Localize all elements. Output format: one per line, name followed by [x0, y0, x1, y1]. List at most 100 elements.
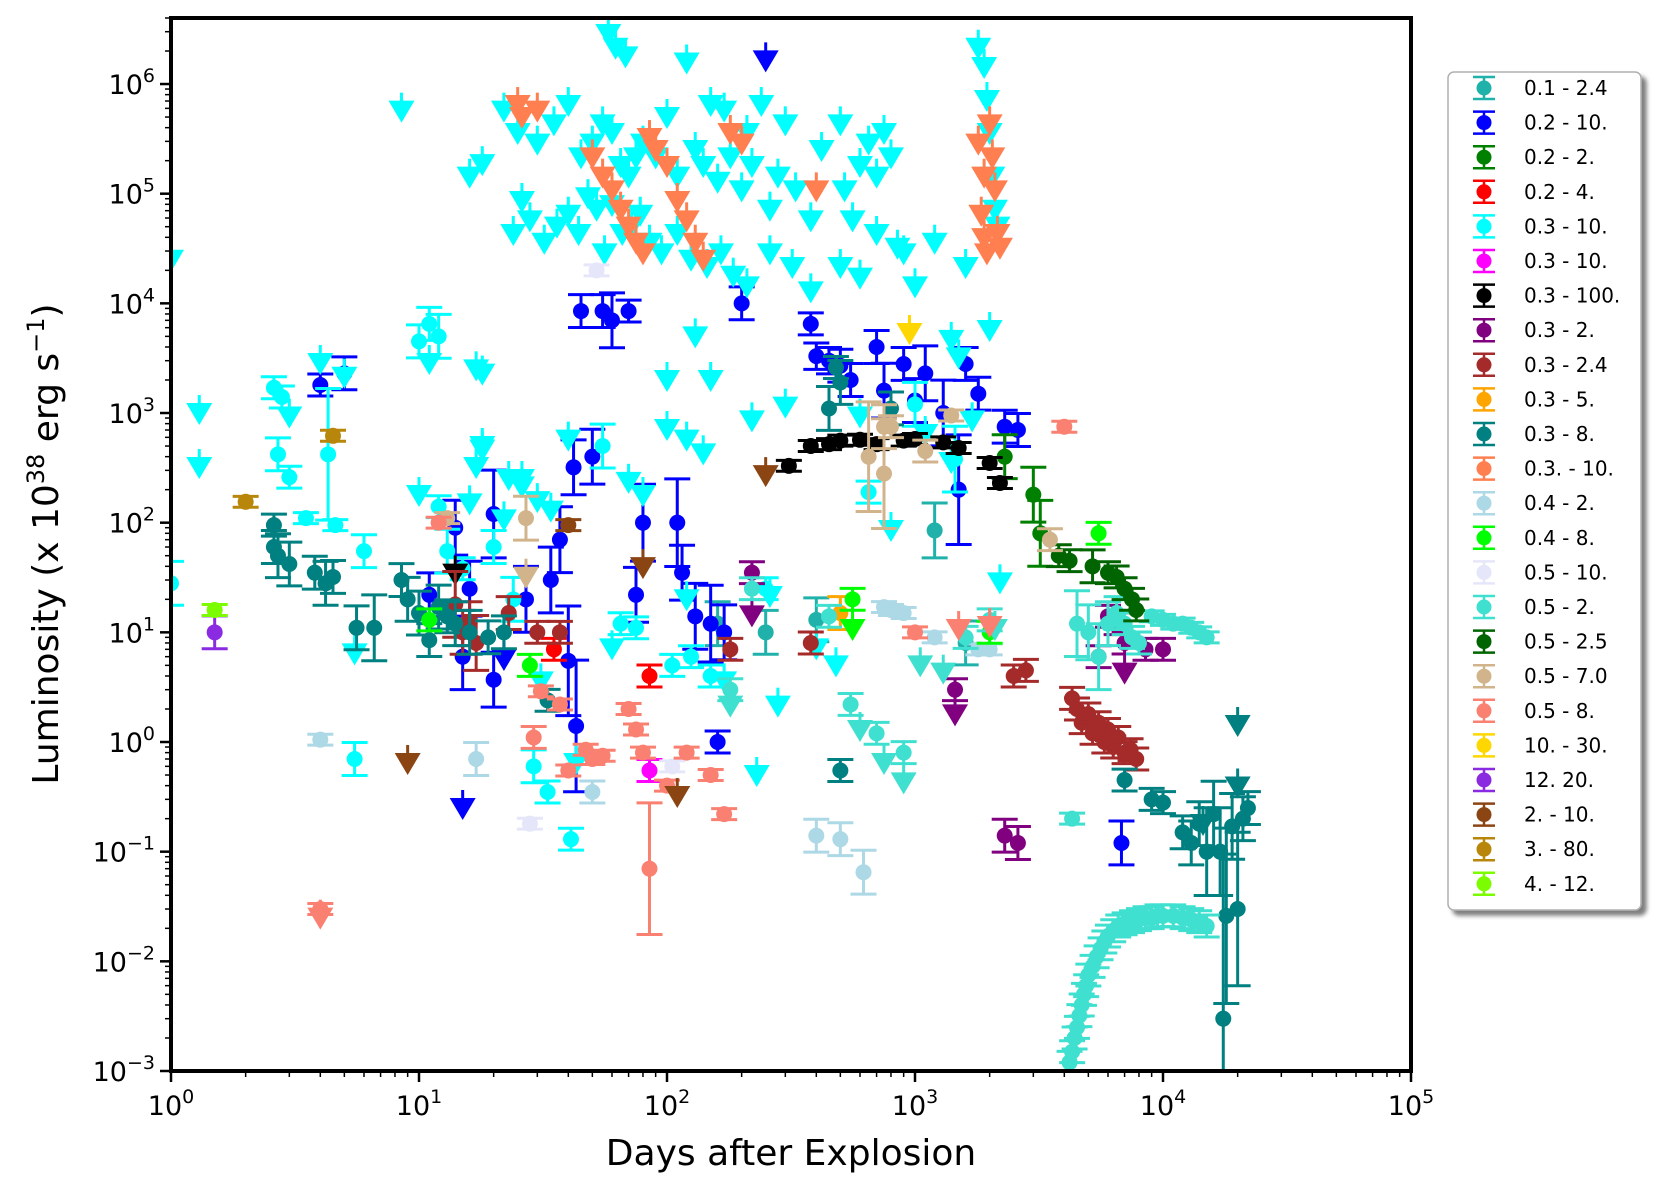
data-point	[1183, 834, 1200, 851]
series-4	[540, 636, 663, 689]
data-point	[320, 446, 337, 463]
upper-limit-arrow	[959, 410, 986, 433]
upper-limit-arrow	[976, 114, 1003, 137]
data-point	[525, 729, 542, 746]
upper-limit-arrow	[598, 180, 625, 203]
data-point	[1229, 901, 1246, 918]
data-point	[669, 514, 686, 531]
data-point	[722, 641, 739, 658]
data-point	[269, 446, 286, 463]
data-point	[346, 750, 363, 767]
data-point	[206, 601, 223, 618]
data-point	[926, 629, 943, 646]
upper-limit-arrow	[945, 347, 972, 370]
upper-limit-arrow	[648, 243, 675, 266]
upper-limit-arrow	[508, 476, 535, 499]
upper-limit-arrow	[884, 237, 911, 260]
legend-label: 0.4 - 2.	[1524, 491, 1595, 515]
legend-marker	[1476, 357, 1492, 373]
x-tick-label: 105	[1388, 1086, 1434, 1122]
upper-limit-arrow	[890, 772, 917, 795]
data-point	[468, 750, 485, 767]
legend-label: 0.1 - 2.4	[1524, 76, 1608, 100]
upper-limit-arrow	[738, 605, 765, 628]
series-22	[394, 457, 779, 809]
data-point	[1155, 641, 1171, 658]
upper-limit-arrow	[607, 199, 634, 222]
data-point	[882, 418, 899, 435]
upper-limit-arrow	[524, 133, 551, 156]
upper-limit-arrow	[863, 166, 890, 189]
legend-marker	[1476, 149, 1492, 165]
upper-limit-arrow	[537, 500, 564, 523]
y-axis-title-main: Luminosity (x 10	[26, 484, 67, 784]
upper-limit-arrow	[508, 107, 535, 130]
data-point	[1080, 624, 1097, 641]
upper-limit-arrow	[579, 147, 606, 170]
data-point	[461, 580, 478, 597]
legend-label: 2. - 10.	[1524, 803, 1595, 827]
upper-limit-arrow	[827, 257, 854, 280]
upper-limit-arrow	[469, 154, 496, 177]
legend-entry: 0.2 - 10.	[1473, 110, 1608, 135]
upper-limit-arrow	[938, 329, 965, 352]
upper-limit-arrow	[973, 90, 1000, 113]
data-point	[517, 591, 534, 608]
y-tick-label: 103	[109, 394, 155, 430]
data-point	[895, 355, 912, 372]
upper-limit-arrow	[839, 210, 866, 233]
data-point	[327, 517, 344, 534]
data-point	[868, 338, 885, 355]
data-point	[947, 681, 964, 698]
data-point	[687, 608, 704, 625]
legend-entry: 0.1 - 2.4	[1473, 75, 1608, 101]
data-point	[421, 611, 438, 628]
data-point	[306, 564, 323, 581]
legend-entry: 0.4 - 8.	[1473, 525, 1595, 551]
upper-limit-arrow	[756, 243, 783, 266]
data-point	[868, 725, 885, 742]
data-point	[628, 619, 645, 636]
data-point	[876, 465, 893, 482]
y-axis-title: Luminosity (x 1038 erg s−1)	[22, 303, 67, 784]
upper-limit-arrow	[965, 37, 992, 60]
data-point	[399, 591, 416, 608]
legend-entry: 0.3 - 100.	[1473, 283, 1620, 308]
upper-limit-arrow	[965, 133, 992, 156]
upper-limit-arrow	[921, 232, 948, 255]
y-axis-title-exponent: 38	[22, 454, 50, 485]
upper-limit-arrow	[490, 509, 517, 532]
upper-limit-arrow	[591, 243, 618, 266]
legend-entry: 0.3 - 10.	[1473, 248, 1608, 274]
upper-limit-arrow	[772, 396, 799, 419]
upper-limit-arrow	[495, 469, 522, 492]
upper-limit-arrow	[388, 100, 415, 123]
legend-entry: 0.5 - 10.	[1473, 560, 1608, 585]
data-point	[324, 568, 341, 585]
data-point	[1064, 1043, 1081, 1060]
upper-limit-arrow	[690, 249, 717, 272]
legend-marker	[1476, 115, 1492, 131]
upper-limit-arrow	[942, 704, 969, 727]
data-point	[572, 303, 589, 320]
y-tick-label: 10−3	[93, 1052, 155, 1088]
upper-limit-arrow	[808, 140, 835, 163]
legend-label: 4. - 12.	[1524, 872, 1595, 896]
upper-limit-arrow	[782, 180, 809, 203]
upper-limit-arrow	[654, 369, 680, 392]
upper-limit-arrow	[986, 237, 1013, 260]
legend-marker	[1476, 253, 1492, 269]
legend-label: 0.3 - 8.	[1524, 422, 1595, 446]
data-point	[926, 522, 943, 539]
legend-entry: 0.3 - 2.4	[1473, 352, 1608, 378]
data-point	[1017, 662, 1034, 679]
upper-limit-arrow	[743, 764, 770, 787]
legend-label: 12. 20.	[1524, 768, 1594, 792]
data-point	[612, 615, 629, 632]
legend-marker	[1476, 530, 1492, 546]
upper-limit-arrow	[456, 166, 483, 189]
upper-limit-arrow	[945, 619, 972, 642]
legend-marker	[1476, 218, 1492, 234]
upper-limit-arrow	[307, 907, 334, 930]
data-point	[1064, 810, 1081, 827]
